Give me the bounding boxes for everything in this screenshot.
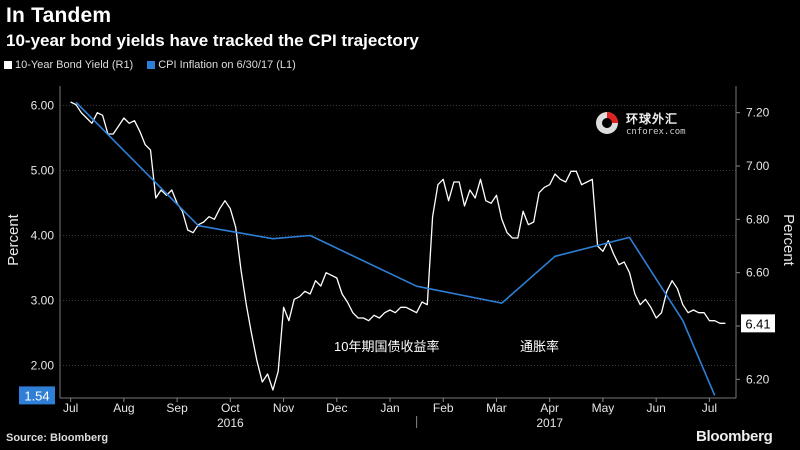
watermark-site: cnforex.com (626, 126, 686, 137)
legend-swatch-bond-yield (4, 61, 12, 69)
left-tick-label: 5.00 (31, 164, 55, 178)
cpi-line (75, 101, 716, 396)
cpi-last-value-box (19, 386, 55, 405)
x-tick-label: May (592, 401, 615, 415)
legend-label-cpi: CPI Inflation on 6/30/17 (L1) (158, 59, 296, 71)
legend: 10-Year Bond Yield (R1) CPI Inflation on… (4, 59, 310, 71)
legend-swatch-cpi (147, 61, 156, 69)
x-tick-label: Nov (273, 401, 294, 415)
bond-last-value-box (741, 314, 775, 333)
globe-icon (596, 112, 618, 134)
source-text: Source: Bloomberg (6, 432, 109, 444)
x-year-label: 2017 (536, 416, 563, 430)
x-tick-label: Jul (702, 401, 717, 415)
x-year-label: 2016 (217, 416, 244, 430)
x-tick-label: Sep (166, 401, 188, 415)
x-tick-label: Jan (380, 401, 399, 415)
right-axis-title: Percent (780, 214, 797, 267)
left-tick-label: 4.00 (31, 229, 55, 243)
cpi-last-value-label: 1.54 (24, 388, 49, 403)
chart-subtitle: 10-year bond yields have tracked the CPI… (6, 31, 419, 50)
right-tick-label: 6.20 (746, 372, 770, 386)
left-tick-label: 6.00 (31, 99, 55, 113)
right-tick-label: 6.60 (746, 266, 770, 280)
bond-annotation: 10年期国债收益率 (334, 339, 439, 354)
legend-item-cpi: CPI Inflation on 6/30/17 (L1) (147, 59, 296, 71)
x-tick-label: Apr (540, 401, 559, 415)
x-tick-label: Jun (646, 401, 665, 415)
x-tick-label: Jul (63, 401, 78, 415)
brand-logo: Bloomberg (696, 428, 773, 445)
x-tick-label: Aug (113, 401, 134, 415)
right-tick-label: 6.80 (746, 212, 770, 226)
cpi-annotation: 通胀率 (520, 339, 559, 354)
chart-title: In Tandem (6, 4, 112, 27)
x-tick-label: Oct (221, 401, 240, 415)
legend-label-bond-yield: 10-Year Bond Yield (R1) (15, 59, 134, 71)
left-tick-label: 3.00 (31, 294, 55, 308)
watermark-name: 环球外汇 (626, 111, 679, 126)
left-axis-title: Percent (5, 213, 22, 266)
x-tick-label: Dec (326, 401, 347, 415)
x-tick-label: Feb (433, 401, 454, 415)
legend-item-bond-yield: 10-Year Bond Yield (R1) (4, 59, 133, 71)
x-tick-label: Mar (486, 401, 507, 415)
left-tick-label: 2.00 (31, 359, 55, 373)
right-tick-label: 7.20 (746, 106, 770, 120)
bond-last-value-label: 6.41 (745, 316, 770, 331)
right-tick-label: 7.00 (746, 159, 770, 173)
watermark-logo: 环球外汇 cnforex.com (592, 108, 686, 138)
